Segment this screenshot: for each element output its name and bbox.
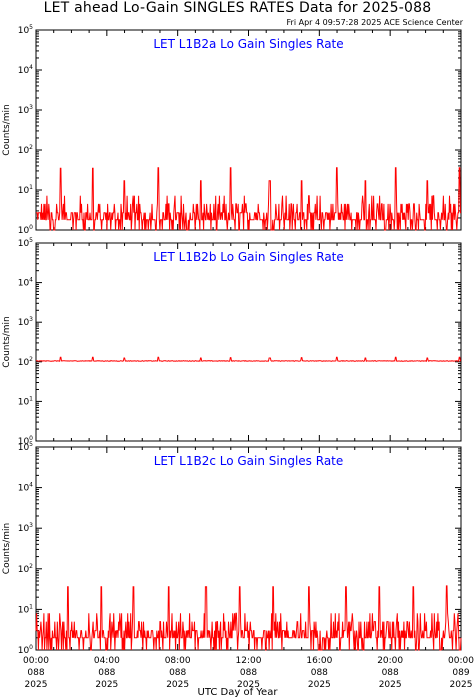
y-tick-label: 103 — [18, 104, 33, 116]
x-tick-label-doy: 088 — [27, 668, 44, 678]
y-tick-label: 104 — [18, 64, 33, 76]
x-tick-label-time: 00:00 — [448, 656, 474, 666]
x-tick-label-doy: 088 — [169, 668, 186, 678]
chart-panel-3: 100 101 102 103 104 105 Counts/min LET L1B2c Lo… — [2, 441, 462, 656]
y-tick-label: 103 — [18, 522, 33, 534]
x-tick-label-time: 08:00 — [165, 656, 191, 666]
x-tick-label-doy: 089 — [452, 668, 469, 678]
x-tick-label-year: 2025 — [308, 680, 331, 690]
chart-panel-1: 100 101 102 103 104 105 Counts/min LET L1B2a Lo… — [2, 24, 462, 236]
panel-frame — [35, 29, 462, 231]
x-tick-label-year: 2025 — [95, 680, 118, 690]
y-axis-title: Counts/min — [2, 316, 12, 367]
y-tick-label: 101 — [18, 603, 33, 615]
panel-title: LET L1B2b Lo Gain Singles Rate — [153, 250, 344, 264]
y-axis-title: Counts/min — [2, 104, 12, 155]
y-tick-label: 103 — [18, 316, 33, 328]
x-tick-label-time: 16:00 — [306, 656, 332, 666]
x-tick-label-year: 2025 — [237, 680, 260, 690]
y-tick-label: 102 — [18, 356, 33, 368]
x-tick-label-time: 20:00 — [377, 656, 403, 666]
x-tick-label-doy: 088 — [240, 668, 257, 678]
x-tick-label-doy: 088 — [98, 668, 115, 678]
y-tick-label: 100 — [18, 644, 33, 656]
x-tick-label-year: 2025 — [25, 680, 48, 690]
x-tick-label-doy: 088 — [382, 668, 399, 678]
y-tick-label: 105 — [18, 237, 33, 249]
y-tick-label: 102 — [18, 563, 33, 575]
y-tick-label: 104 — [18, 482, 33, 494]
y-tick-label: 105 — [18, 441, 33, 453]
x-tick-label-time: 04:00 — [94, 656, 120, 666]
x-tick-label-year: 2025 — [166, 680, 189, 690]
y-tick-label: 105 — [18, 24, 33, 36]
series-line — [35, 585, 462, 651]
x-axis-title: UTC Day of Year — [197, 687, 278, 698]
x-tick-label-year: 2025 — [379, 680, 402, 690]
x-tick-label-doy: 088 — [311, 668, 328, 678]
panel-frame — [35, 242, 462, 442]
y-tick-label: 101 — [18, 184, 33, 196]
generated-timestamp: Fri Apr 4 09:57:28 2025 ACE Science Cent… — [286, 18, 463, 27]
y-tick-label: 100 — [18, 224, 33, 236]
y-axis-title: Counts/min — [2, 523, 12, 574]
panel-title: LET L1B2a Lo Gain Singles Rate — [153, 37, 343, 51]
page-title: LET ahead Lo-Gain SINGLES RATES Data for… — [43, 0, 432, 16]
y-tick-label: 102 — [18, 144, 33, 156]
series-line — [36, 167, 461, 231]
x-tick-label-year: 2025 — [450, 680, 473, 690]
x-tick-label-time: 00:00 — [23, 656, 49, 666]
panel-title: LET L1B2c Lo Gain Singles Rate — [154, 454, 344, 468]
series-line — [36, 356, 462, 363]
y-tick-label: 104 — [18, 277, 33, 289]
x-tick-label-time: 12:00 — [236, 656, 262, 666]
y-tick-label: 101 — [18, 395, 33, 407]
